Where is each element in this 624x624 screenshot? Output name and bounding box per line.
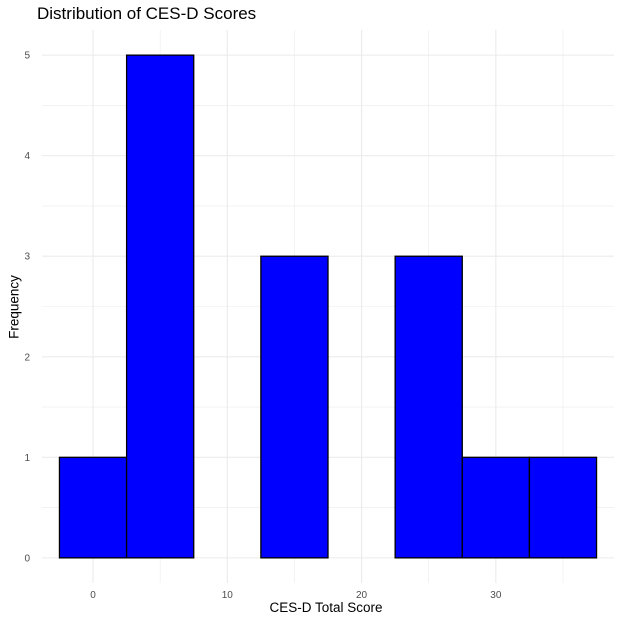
- histogram-bars: [58, 54, 598, 559]
- y-tick-label: 4: [24, 151, 30, 162]
- x-tick-label: 0: [90, 590, 96, 601]
- chart-title: Distribution of CES-D Scores: [37, 4, 257, 23]
- x-axis-ticks: 0 10 20 30: [90, 590, 502, 601]
- x-tick-label: 10: [222, 590, 234, 601]
- histogram-bar-3: [260, 255, 329, 559]
- y-axis-ticks: 0 1 2 3 4 5: [24, 51, 30, 565]
- histogram-bar-0: [58, 456, 128, 559]
- y-tick-label: 2: [24, 352, 30, 363]
- x-tick-label: 20: [356, 590, 368, 601]
- y-tick-label: 1: [24, 453, 30, 464]
- y-tick-label: 5: [24, 51, 30, 62]
- x-tick-label: 30: [490, 590, 502, 601]
- y-tick-label: 3: [24, 252, 30, 263]
- histogram-bar-7: [528, 456, 598, 559]
- histogram-bar-5: [394, 255, 463, 559]
- histogram-bar-1: [125, 54, 195, 559]
- x-axis-title: CES-D Total Score: [269, 600, 383, 615]
- histogram-bar-6: [461, 456, 531, 559]
- y-tick-label: 0: [24, 553, 30, 564]
